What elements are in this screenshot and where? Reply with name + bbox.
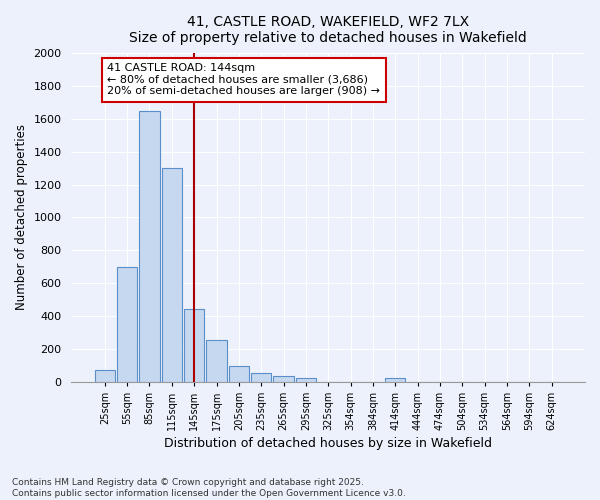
Bar [274, 376, 293, 382]
Y-axis label: Number of detached properties: Number of detached properties [15, 124, 28, 310]
Text: Contains HM Land Registry data © Crown copyright and database right 2025.
Contai: Contains HM Land Registry data © Crown c… [12, 478, 406, 498]
Bar [184, 308, 204, 382]
Bar [117, 266, 137, 382]
Title: 41, CASTLE ROAD, WAKEFIELD, WF2 7LX
Size of property relative to detached houses: 41, CASTLE ROAD, WAKEFIELD, WF2 7LX Size… [130, 15, 527, 45]
Bar [385, 378, 405, 382]
Bar [251, 372, 271, 382]
Bar [296, 378, 316, 382]
Bar [206, 340, 227, 382]
X-axis label: Distribution of detached houses by size in Wakefield: Distribution of detached houses by size … [164, 437, 492, 450]
Bar [162, 168, 182, 382]
Bar [229, 366, 249, 382]
Text: 41 CASTLE ROAD: 144sqm
← 80% of detached houses are smaller (3,686)
20% of semi-: 41 CASTLE ROAD: 144sqm ← 80% of detached… [107, 63, 380, 96]
Bar [139, 111, 160, 382]
Bar [95, 370, 115, 382]
